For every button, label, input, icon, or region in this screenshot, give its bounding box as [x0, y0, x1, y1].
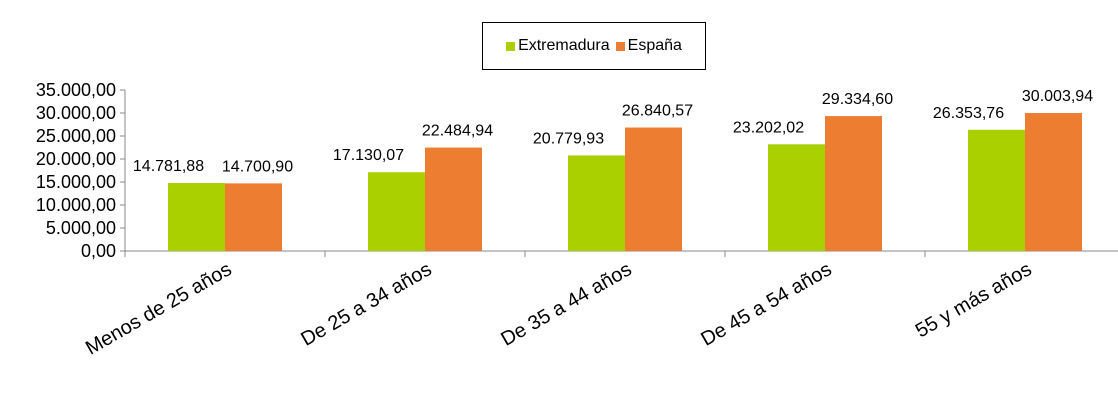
data-label-extremadura: 17.130,07: [333, 147, 404, 164]
data-label-espana: 29.334,60: [822, 91, 893, 108]
x-category-label: De 35 a 44 años: [497, 258, 635, 350]
bar-espana: [1025, 112, 1082, 251]
bar-espana: [625, 127, 682, 251]
bar-extremadura: [568, 155, 625, 251]
bar-espana: [825, 116, 882, 251]
legend: Extremadura España: [482, 22, 706, 70]
y-tick-label: 25.000,00: [36, 126, 116, 146]
data-label-extremadura: 23.202,02: [733, 119, 804, 136]
data-label-extremadura: 26.353,76: [933, 105, 1004, 122]
legend-label-extremadura: Extremadura: [518, 37, 610, 54]
data-label-espana: 26.840,57: [622, 103, 693, 120]
y-tick-label: 5.000,00: [46, 218, 116, 238]
data-label-extremadura: 20.779,93: [533, 130, 604, 147]
bar-extremadura: [368, 172, 425, 251]
y-tick-label: 0,00: [81, 241, 116, 261]
x-category-label: Menos de 25 años: [82, 258, 236, 359]
legend-swatch-espana: [615, 41, 625, 51]
y-tick-label: 20.000,00: [36, 149, 116, 169]
legend-item-extremadura: Extremadura: [506, 37, 610, 55]
bar-extremadura: [168, 183, 225, 251]
x-category-label: De 45 a 54 años: [697, 258, 835, 350]
legend-item-espana: España: [615, 37, 682, 55]
y-tick-label: 15.000,00: [36, 172, 116, 192]
x-category-label: 55 y más años: [912, 258, 1036, 342]
x-category-label: De 25 a 34 años: [297, 258, 435, 350]
data-label-espana: 30.003,94: [1022, 88, 1093, 105]
bar-extremadura: [768, 144, 825, 251]
y-tick-label: 35.000,00: [36, 80, 116, 100]
legend-label-espana: España: [627, 37, 682, 54]
bar-extremadura: [968, 129, 1025, 251]
data-label-espana: 14.700,90: [222, 158, 293, 175]
y-tick-label: 30.000,00: [36, 103, 116, 123]
y-tick-label: 10.000,00: [36, 195, 116, 215]
data-label-extremadura: 14.781,88: [133, 158, 204, 175]
data-label-espana: 22.484,94: [422, 123, 493, 140]
legend-swatch-extremadura: [506, 41, 516, 51]
bar-espana: [225, 183, 282, 251]
bar-espana: [425, 147, 482, 251]
